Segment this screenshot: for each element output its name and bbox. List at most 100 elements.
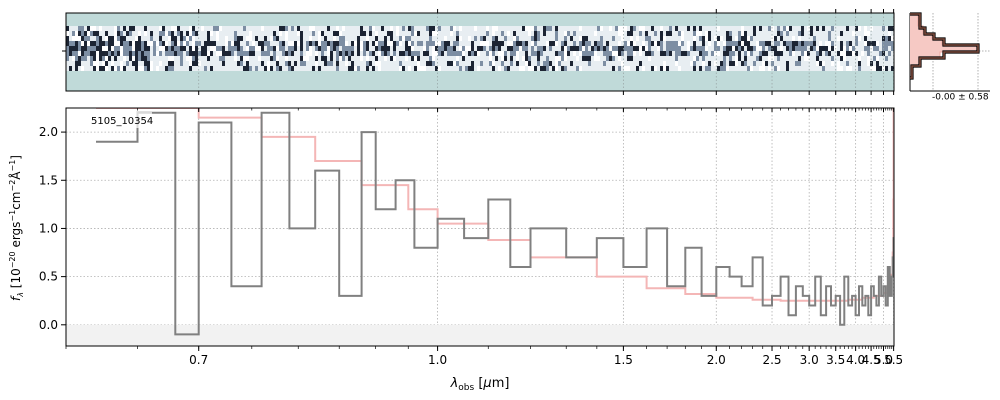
spectrum-2d-pixel [171, 61, 174, 66]
spectrum-2d-pixel [624, 61, 627, 66]
spectrum-2d-pixel [279, 26, 282, 31]
spectrum-2d-pixel [258, 66, 261, 71]
spectrum-2d-pixel [69, 51, 72, 56]
spectrum-2d-pixel [492, 51, 495, 56]
spectrum-2d-pixel [207, 46, 210, 51]
spectrum-2d-pixel [381, 41, 384, 46]
spectrum-2d-pixel [540, 61, 543, 66]
spectrum-2d-pixel [174, 46, 177, 51]
spectrum-2d-pixel [357, 31, 360, 36]
spectrum-2d-pixel [834, 51, 837, 56]
spectrum-2d-pixel [432, 26, 435, 31]
spectrum-2d-pixel [636, 31, 639, 36]
spectrum-2d-pixel [780, 31, 783, 36]
spectrum-2d-pixel [294, 51, 297, 56]
spectrum-2d-pixel [873, 31, 876, 36]
spectrum-2d-pixel [363, 31, 366, 36]
spectrum-2d-pixel [456, 41, 459, 46]
spectrum-2d-pixel [690, 51, 693, 56]
spectrum-2d-pixel [522, 26, 525, 31]
spectrum-2d-pixel [342, 36, 345, 41]
spectrum-2d-pixel [381, 66, 384, 71]
spectrum-2d-pixel [624, 46, 627, 51]
spectrum-2d-pixel [771, 41, 774, 46]
spectrum-2d-pixel [705, 36, 708, 41]
spectrum-2d-pixel [564, 46, 567, 51]
spectrum-2d-pixel [192, 66, 195, 71]
spectrum-2d-pixel [630, 51, 633, 56]
spectrum-2d-pixel [69, 56, 72, 61]
spectrum-2d-pixel [765, 41, 768, 46]
spectrum-2d-pixel [513, 46, 516, 51]
spectrum-2d-pixel [126, 26, 129, 31]
spectrum-2d-pixel [645, 51, 648, 56]
spectrum-2d-pixel [186, 46, 189, 51]
spectrum-2d-pixel [270, 36, 273, 41]
spectrum-2d-pixel [183, 51, 186, 56]
spectrum-2d-pixel [555, 46, 558, 51]
spectrum-2d-pixel [663, 41, 666, 46]
spectrum-2d-pixel [810, 26, 813, 31]
spectrum-2d-pixel [639, 36, 642, 41]
spectrum-2d-pixel [135, 56, 138, 61]
spectrum-2d-pixel [462, 41, 465, 46]
spectrum-2d-pixel [201, 31, 204, 36]
spectrum-2d-pixel [141, 46, 144, 51]
spectrum-2d-pixel [753, 56, 756, 61]
spectrum-2d-pixel [255, 51, 258, 56]
spectrum-2d-pixel [330, 61, 333, 66]
spectrum-2d-pixel [744, 41, 747, 46]
spectrum-1d-panel: 0.7 1.0 1.5 2.0 2.5 3.0 3.5 4.04.55.05.5 0.00.5… [39, 107, 903, 367]
spectrum-2d-pixel [498, 31, 501, 36]
spectrum-2d-pixel [90, 56, 93, 61]
spectrum-2d-pixel [171, 66, 174, 71]
spectrum-2d-pixel [402, 41, 405, 46]
spectrum-2d-pixel [741, 41, 744, 46]
spectrum-2d-pixel [852, 26, 855, 31]
spectrum-2d-pixel [720, 36, 723, 41]
spectrum-2d-pixel [714, 61, 717, 66]
spectrum-2d-pixel [747, 51, 750, 56]
spectrum-2d-pixel [390, 46, 393, 51]
spectrum-2d-pixel [159, 61, 162, 66]
spectrum-2d-pixel [270, 56, 273, 61]
spectrum-2d-pixel [273, 36, 276, 41]
spectrum-2d-pixel [513, 26, 516, 31]
spectrum-2d-pixel [804, 51, 807, 56]
spectrum-2d-pixel [618, 31, 621, 36]
spectrum-2d-pixel [414, 46, 417, 51]
spectrum-2d-pixel [150, 51, 153, 56]
spectrum-2d-pixel [96, 51, 99, 56]
spectrum-2d-pixel [198, 31, 201, 36]
spectrum-2d-pixel [180, 36, 183, 41]
spectrum-2d-pixel [108, 26, 111, 31]
spectrum-2d-pixel [771, 46, 774, 51]
spectrum-2d-pixel [564, 51, 567, 56]
spectrum-2d-pixel [84, 31, 87, 36]
spectrum-2d-pixel [441, 61, 444, 66]
spectrum-2d-pixel [174, 51, 177, 56]
spectrum-2d-pixel [558, 56, 561, 61]
spectrum-2d-pixel [390, 51, 393, 56]
spectrum-2d-pixel [66, 51, 69, 56]
spectrum-2d-pixel [285, 46, 288, 51]
spectrum-2d-pixel [738, 46, 741, 51]
spectrum-2d-pixel [453, 66, 456, 71]
spectrum-2d-pixel [300, 61, 303, 66]
spectrum-2d-pixel [528, 41, 531, 46]
spectrum-2d-pixel [297, 41, 300, 46]
spectrum-2d-pixel [378, 26, 381, 31]
spectrum-2d-pixel [468, 31, 471, 36]
spectrum-2d-pixel [558, 61, 561, 66]
spectrum-2d-pixel [519, 51, 522, 56]
spectrum-2d-pixel [216, 61, 219, 66]
spectrum-2d-pixel [732, 36, 735, 41]
spectrum-2d-pixel [381, 51, 384, 56]
spectrum-2d-pixel [717, 41, 720, 46]
spectrum-2d-pixel [474, 46, 477, 51]
spectrum-2d-pixel [642, 61, 645, 66]
spectrum-2d-pixel [582, 26, 585, 31]
spectrum-2d-pixel [741, 66, 744, 71]
spectrum-2d-pixel [171, 31, 174, 36]
spectrum-2d-pixel [816, 31, 819, 36]
